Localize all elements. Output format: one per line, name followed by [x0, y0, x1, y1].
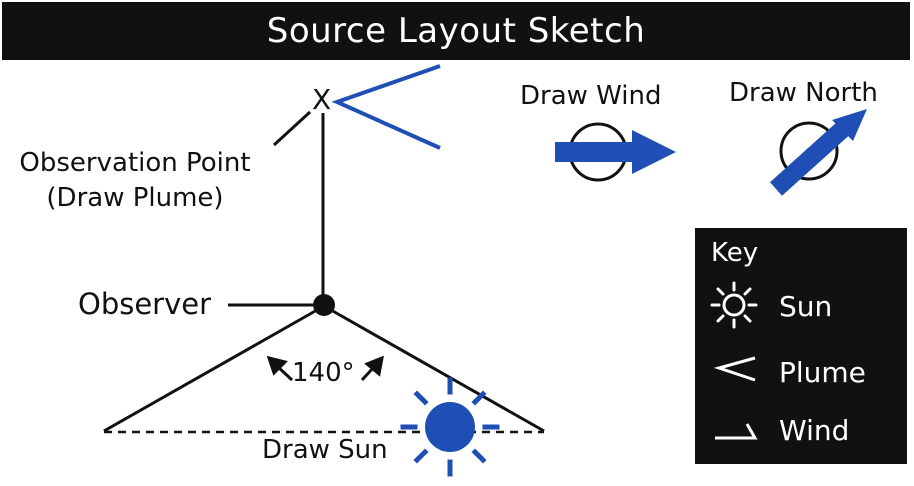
observer-label: Observer: [78, 287, 212, 321]
north-circle: [779, 121, 839, 181]
page-title: Source Layout Sketch: [266, 11, 646, 51]
observation-point-label: Observation Point: [19, 148, 251, 178]
key-item-wind: Wind: [695, 404, 907, 454]
wind-arrow: [555, 130, 676, 174]
key-item-sun: Sun: [695, 280, 907, 330]
angle-arrow-left: [266, 355, 294, 382]
sun-icon: [710, 281, 758, 329]
plume-sketch: [331, 64, 441, 150]
wind-icon: [715, 423, 758, 440]
key-item-plume: Plume: [695, 346, 907, 396]
cone-right-edge: [330, 308, 545, 433]
key-legend: Key Sun Plume Wind: [695, 228, 907, 464]
north-arrow: [769, 109, 867, 196]
title-bar: Source Layout Sketch: [2, 2, 910, 60]
draw-wind-label: Draw Wind: [520, 81, 662, 111]
observation-point-x: X: [312, 83, 332, 116]
angle-label: 140°: [292, 358, 355, 388]
key-label-plume: Plume: [779, 356, 866, 389]
draw-plume-label: (Draw Plume): [46, 183, 224, 213]
sun-sketch: [400, 377, 500, 477]
key-label-wind: Wind: [779, 414, 850, 447]
cone-left-edge: [103, 308, 318, 433]
observer-dot: [313, 294, 335, 316]
plume-icon: [713, 356, 756, 382]
angle-arrow-right: [360, 355, 384, 382]
draw-sun-label: Draw Sun: [262, 435, 388, 465]
key-title: Key: [711, 238, 759, 268]
draw-north-label: Draw North: [729, 78, 878, 108]
observation-leader: [272, 110, 312, 147]
key-label-sun: Sun: [779, 290, 833, 323]
